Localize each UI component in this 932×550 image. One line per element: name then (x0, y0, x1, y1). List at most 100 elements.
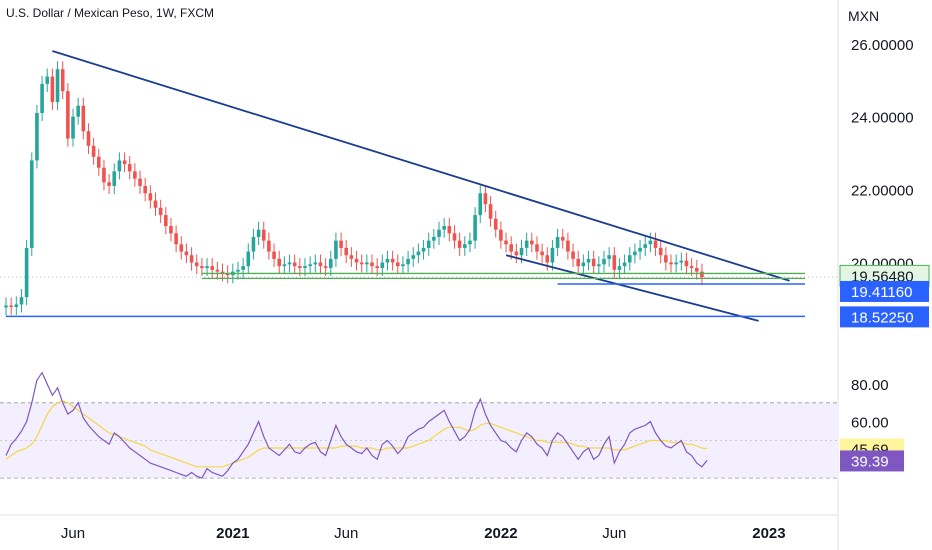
candle-body[interactable] (473, 215, 477, 241)
candle-body[interactable] (158, 207, 163, 216)
candle-body[interactable] (138, 178, 142, 186)
trendline[interactable] (505, 254, 759, 322)
candle-body[interactable] (447, 226, 452, 234)
candle-body[interactable] (76, 105, 80, 117)
candle-body[interactable] (334, 240, 338, 259)
candle-body[interactable] (251, 236, 256, 252)
candle-body[interactable] (122, 160, 127, 165)
candle-body[interactable] (174, 233, 178, 245)
candle-body[interactable] (200, 266, 204, 268)
candle-body[interactable] (669, 262, 673, 265)
candle-body[interactable] (328, 258, 333, 268)
candle-body[interactable] (442, 226, 446, 230)
candle-body[interactable] (581, 262, 586, 267)
candle-body[interactable] (344, 247, 349, 256)
candle-body[interactable] (627, 255, 632, 263)
candle-body[interactable] (535, 244, 539, 252)
candle-body[interactable] (24, 247, 29, 298)
candle-body[interactable] (267, 240, 271, 252)
candle-body[interactable] (282, 264, 287, 267)
candle-body[interactable] (571, 251, 575, 259)
candle-body[interactable] (50, 76, 55, 103)
candle-body[interactable] (483, 193, 488, 205)
candle-body[interactable] (674, 262, 678, 265)
candle-body[interactable] (462, 244, 467, 248)
candle-body[interactable] (272, 251, 276, 259)
candle-body[interactable] (612, 255, 617, 270)
candle-body[interactable] (545, 255, 550, 263)
candle-body[interactable] (339, 240, 343, 248)
candle-body[interactable] (457, 240, 462, 248)
candle-body[interactable] (679, 260, 684, 263)
candle-body[interactable] (406, 258, 410, 265)
candle-body[interactable] (164, 215, 168, 227)
candle-body[interactable] (287, 262, 292, 265)
candle-body[interactable] (45, 76, 50, 84)
candle-body[interactable] (591, 258, 596, 267)
candle-body[interactable] (658, 247, 663, 256)
candle-body[interactable] (643, 244, 648, 248)
rsi-line[interactable] (5, 371, 708, 479)
candle-body[interactable] (143, 185, 147, 194)
candle-body[interactable] (194, 262, 199, 267)
candle-body[interactable] (426, 240, 431, 248)
candle-body[interactable] (292, 262, 297, 267)
candle-body[interactable] (220, 271, 225, 274)
candle-body[interactable] (117, 160, 122, 172)
candle-body[interactable] (390, 258, 395, 263)
candle-body[interactable] (370, 262, 374, 267)
candle-body[interactable] (246, 251, 251, 267)
candle-body[interactable] (530, 240, 534, 245)
candle-body[interactable] (653, 240, 658, 248)
candle-body[interactable] (55, 69, 60, 103)
candle-body[interactable] (241, 266, 245, 270)
candle-body[interactable] (205, 266, 209, 268)
candle-body[interactable] (261, 229, 266, 241)
candle-body[interactable] (499, 229, 503, 241)
candle-body[interactable] (550, 247, 555, 263)
candle-body[interactable] (29, 160, 34, 248)
candle-body[interactable] (586, 258, 591, 263)
candle-body[interactable] (493, 218, 498, 230)
candle-body[interactable] (524, 240, 529, 248)
candle-body[interactable] (401, 264, 405, 267)
candle-body[interactable] (323, 266, 328, 268)
candle-body[interactable] (102, 167, 106, 183)
candle-body[interactable] (504, 240, 508, 245)
candle-body[interactable] (437, 229, 441, 237)
candle-body[interactable] (509, 244, 513, 252)
candle-body[interactable] (169, 226, 173, 234)
candle-body[interactable] (107, 182, 111, 186)
candle-body[interactable] (359, 262, 364, 265)
candle-body[interactable] (607, 255, 611, 259)
candle-body[interactable] (9, 305, 13, 307)
candle-body[interactable] (684, 260, 689, 267)
candle-body[interactable] (468, 240, 472, 245)
candle-body[interactable] (354, 258, 359, 263)
candle-body[interactable] (432, 236, 436, 241)
candle-body[interactable] (112, 171, 117, 186)
candle-body[interactable] (215, 269, 220, 272)
candle-body[interactable] (478, 193, 483, 216)
candle-body[interactable] (514, 251, 519, 256)
candle-body[interactable] (256, 229, 261, 237)
candle-body[interactable] (411, 255, 416, 259)
candle-body[interactable] (617, 266, 622, 270)
candle-body[interactable] (576, 258, 581, 267)
candle-body[interactable] (638, 247, 642, 252)
candle-body[interactable] (153, 200, 158, 208)
candle-body[interactable] (318, 262, 323, 267)
candle-body[interactable] (184, 251, 189, 256)
candle-body[interactable] (560, 236, 565, 241)
candle-body[interactable] (349, 255, 354, 259)
candle-body[interactable] (622, 262, 627, 267)
candle-body[interactable] (700, 271, 704, 278)
candle-body[interactable] (81, 105, 86, 132)
candle-body[interactable] (91, 145, 96, 157)
candle-body[interactable] (540, 251, 544, 256)
candle-body[interactable] (488, 204, 493, 219)
candle-body[interactable] (416, 251, 421, 256)
candle-body[interactable] (375, 266, 379, 268)
candle-body[interactable] (35, 113, 39, 161)
